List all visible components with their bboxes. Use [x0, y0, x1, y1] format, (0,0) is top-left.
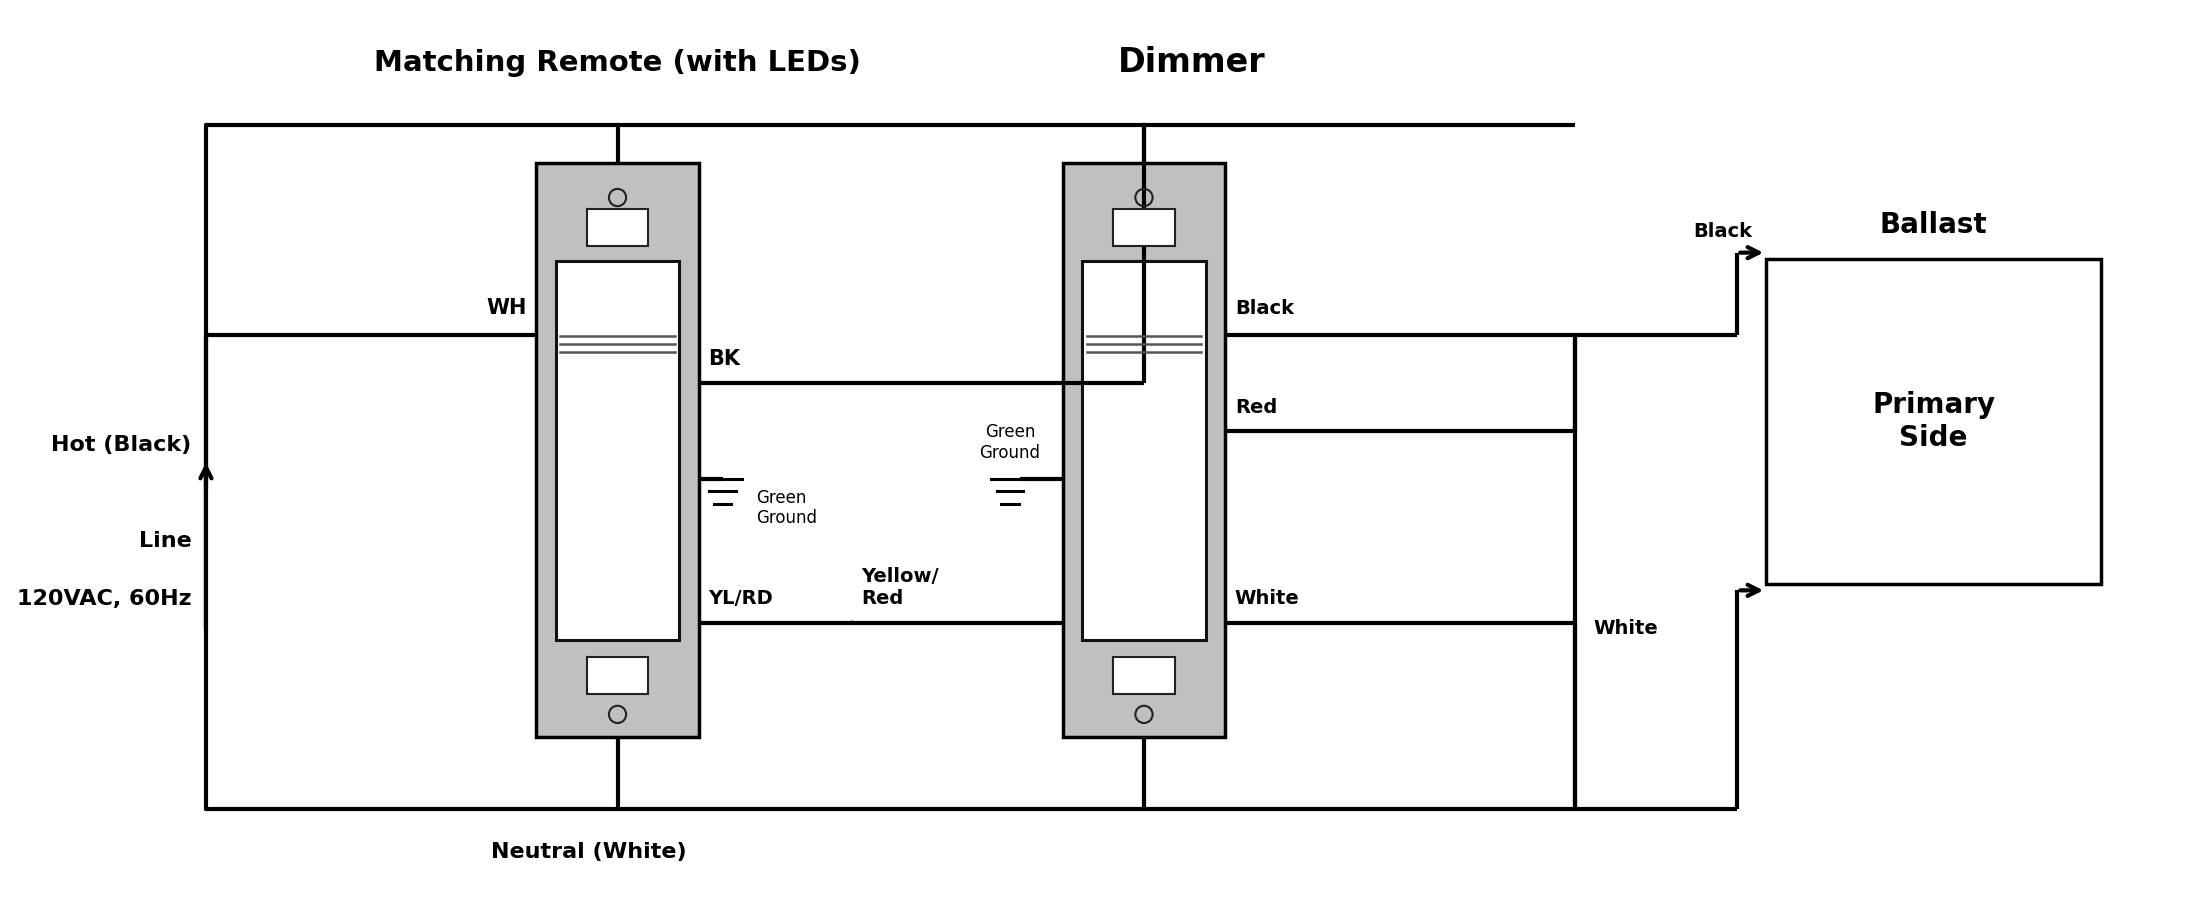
- Text: YL/RD: YL/RD: [708, 589, 774, 608]
- Text: WH: WH: [487, 298, 526, 318]
- Bar: [537, 163, 699, 737]
- Text: Ballast: Ballast: [1881, 211, 1988, 239]
- Text: Primary
Side: Primary Side: [1872, 391, 1995, 451]
- Circle shape: [204, 124, 208, 126]
- Text: BK: BK: [708, 349, 741, 369]
- Bar: [1083, 260, 1206, 640]
- Circle shape: [204, 808, 208, 811]
- Text: White: White: [1234, 589, 1300, 608]
- Circle shape: [616, 808, 618, 811]
- Bar: [1063, 163, 1225, 737]
- Text: Matching Remote (with LEDs): Matching Remote (with LEDs): [375, 48, 861, 76]
- Text: Dimmer: Dimmer: [1118, 46, 1265, 79]
- Text: Green
Ground: Green Ground: [756, 489, 818, 527]
- Circle shape: [1311, 430, 1313, 432]
- Bar: [1114, 209, 1175, 247]
- Text: Red: Red: [1234, 398, 1278, 417]
- Circle shape: [1142, 124, 1144, 126]
- Text: Line: Line: [138, 531, 191, 551]
- Bar: [1767, 258, 2102, 584]
- Text: White: White: [1594, 619, 1659, 638]
- Bar: [557, 260, 680, 640]
- Text: Black: Black: [1692, 222, 1751, 241]
- Circle shape: [1263, 430, 1265, 432]
- Text: Green
Ground: Green Ground: [980, 423, 1041, 461]
- Bar: [587, 209, 649, 247]
- Text: 120VAC, 60Hz: 120VAC, 60Hz: [18, 589, 191, 609]
- Bar: [587, 657, 649, 694]
- Text: Black: Black: [1234, 299, 1293, 318]
- Bar: [1114, 657, 1175, 694]
- Text: Neutral (White): Neutral (White): [491, 843, 686, 863]
- Text: Hot (Black): Hot (Black): [50, 435, 191, 455]
- Circle shape: [616, 124, 618, 126]
- Circle shape: [850, 622, 853, 623]
- Text: Yellow/
Red: Yellow/ Red: [861, 567, 938, 608]
- Circle shape: [1574, 808, 1576, 811]
- Circle shape: [204, 487, 208, 490]
